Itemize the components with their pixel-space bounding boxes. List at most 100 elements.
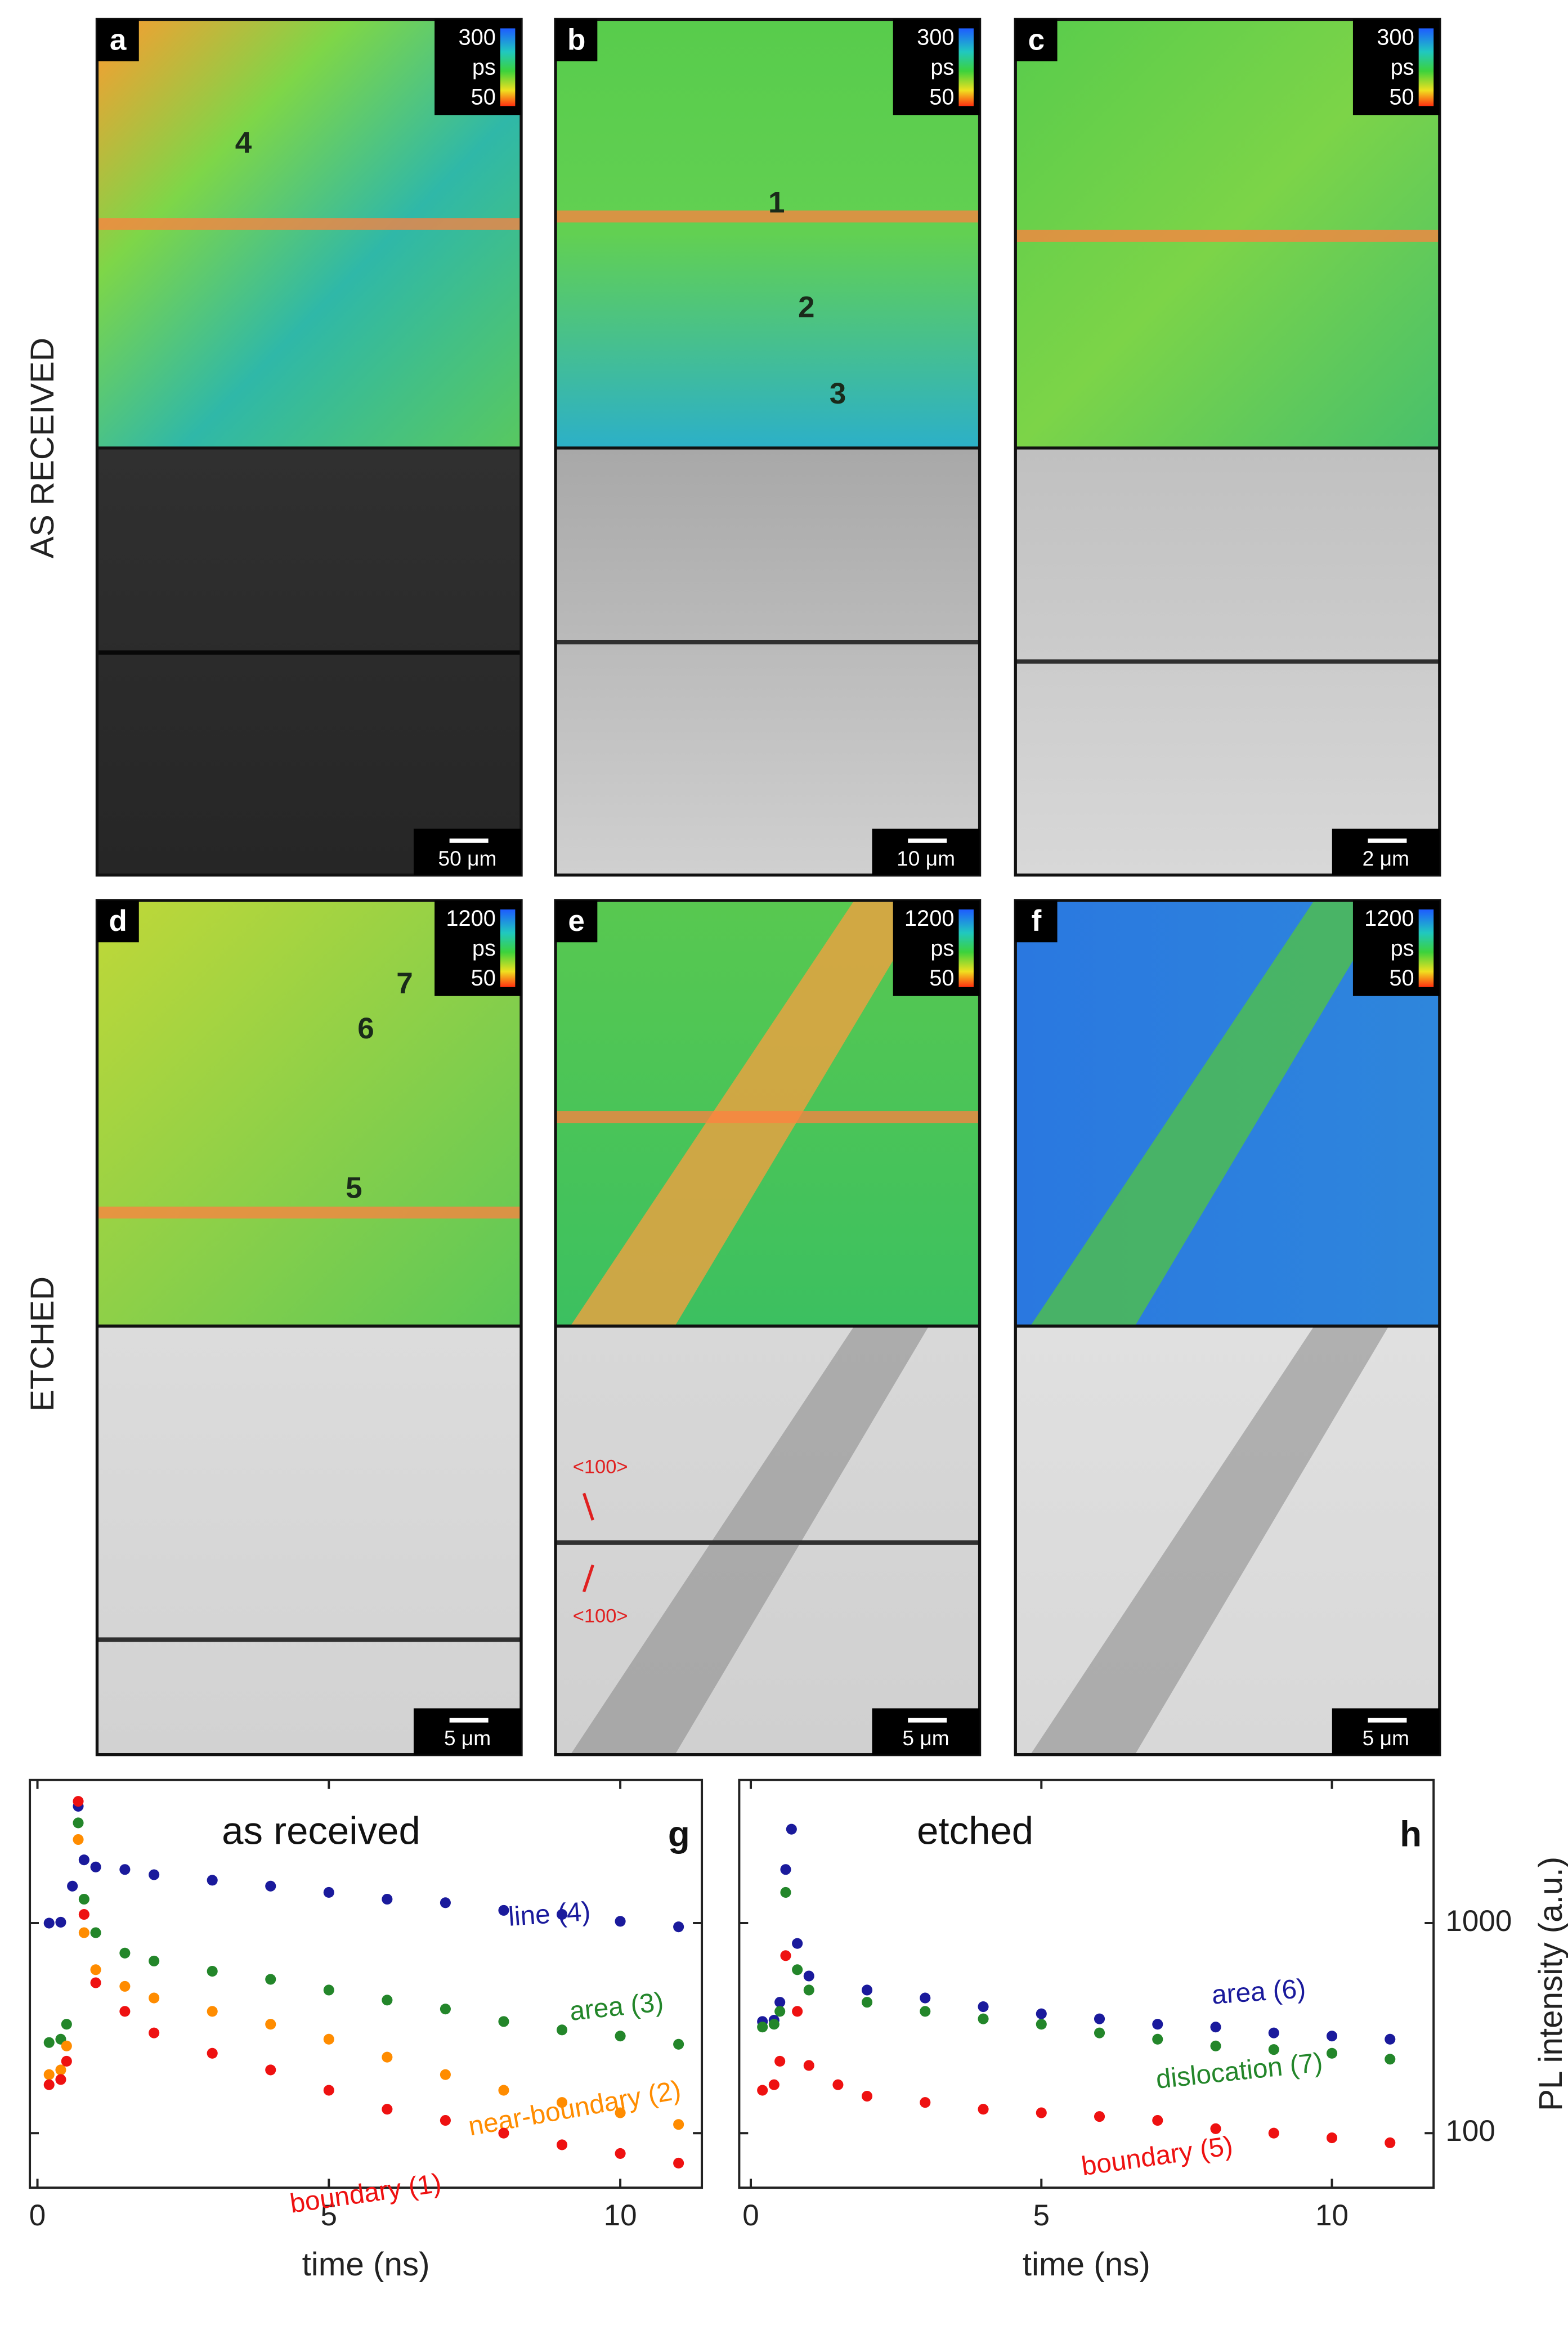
data-point xyxy=(1152,2019,1163,2030)
colorbar-min: 50 xyxy=(471,966,496,991)
data-point xyxy=(119,1864,131,1875)
data-point xyxy=(265,1974,276,1985)
data-point xyxy=(90,1861,101,1872)
data-point xyxy=(1094,2027,1105,2038)
data-point xyxy=(265,2064,276,2076)
scale-bar-label: 2 μm xyxy=(1363,846,1409,870)
colorbar-max: 300 xyxy=(917,25,954,50)
spot-label: 5 xyxy=(346,1172,362,1205)
data-point xyxy=(78,1893,89,1905)
data-point xyxy=(382,2051,393,2063)
data-point xyxy=(78,1927,89,1938)
data-point xyxy=(149,2027,160,2038)
colorbar-min: 50 xyxy=(1389,966,1414,991)
data-point xyxy=(780,1887,791,1898)
data-point xyxy=(792,1964,803,1975)
defect-band xyxy=(1030,1326,1389,1755)
direction-label: <100> xyxy=(573,1456,628,1477)
data-point xyxy=(774,1997,786,2008)
spot-label: 6 xyxy=(357,1012,374,1045)
row-label: ETCHED xyxy=(24,1276,61,1412)
data-point xyxy=(768,2019,779,2030)
scale-bar-box xyxy=(1332,828,1440,875)
direction-arrow xyxy=(582,1493,594,1521)
spot-label: 2 xyxy=(798,290,815,324)
series-label: area (3) xyxy=(568,1987,665,2027)
data-point xyxy=(1094,2111,1105,2122)
data-point xyxy=(803,1970,814,1982)
data-point xyxy=(55,1916,66,1928)
panel-label: c xyxy=(1028,23,1045,56)
panel-label-box xyxy=(97,900,139,943)
x-axis-label: time (ns) xyxy=(302,2246,430,2283)
panel-label-box xyxy=(555,19,598,61)
scale-bar-box xyxy=(872,1708,980,1755)
data-point xyxy=(757,2022,768,2033)
data-point xyxy=(43,2069,55,2080)
data-point xyxy=(149,1869,160,1880)
data-point xyxy=(43,1917,55,1929)
data-point xyxy=(61,2055,72,2067)
data-point xyxy=(803,2060,814,2071)
data-point xyxy=(67,1880,78,1892)
series-label: dislocation (7) xyxy=(1154,2047,1324,2095)
data-point xyxy=(382,1995,393,2006)
data-point xyxy=(323,2033,334,2045)
data-point xyxy=(1210,2040,1221,2051)
colorbar-min: 50 xyxy=(471,85,496,110)
x-axis-label: time (ns) xyxy=(1023,2246,1150,2283)
data-point xyxy=(1326,2031,1338,2042)
micrograph xyxy=(555,448,980,875)
panel-label-box xyxy=(555,900,598,943)
panel-label-box xyxy=(97,19,139,61)
data-point xyxy=(323,2085,334,2096)
data-point xyxy=(1268,2127,1279,2139)
scale-bar-box xyxy=(413,1708,522,1755)
row-label: AS RECEIVED xyxy=(24,338,61,558)
spot-label: 3 xyxy=(830,377,846,410)
colorbar xyxy=(958,909,974,987)
data-point xyxy=(207,2047,218,2059)
data-point xyxy=(43,2037,55,2048)
data-point xyxy=(43,2079,55,2090)
data-point xyxy=(920,2097,931,2108)
data-point xyxy=(1385,2033,1396,2045)
colorbar-min: 50 xyxy=(929,966,954,991)
colorbar-max: 1200 xyxy=(446,906,496,931)
series-label: boundary (1) xyxy=(288,2168,443,2219)
boundary-line xyxy=(97,218,522,230)
series-label: boundary (5) xyxy=(1079,2131,1234,2181)
data-point xyxy=(1036,2019,1047,2030)
x-tick-label: 0 xyxy=(29,2199,46,2232)
data-point xyxy=(61,2019,72,2030)
data-point xyxy=(119,1947,131,1959)
micrograph xyxy=(97,1326,522,1755)
data-point xyxy=(774,2055,786,2067)
chart-title: etched xyxy=(917,1809,1033,1853)
panel-label-box xyxy=(1015,19,1058,61)
data-point xyxy=(920,1992,931,2004)
data-point xyxy=(440,2004,451,2015)
data-point xyxy=(780,1864,791,1875)
y-tick-label: 100 xyxy=(1445,2114,1495,2148)
data-point xyxy=(978,2013,989,2024)
data-point xyxy=(1326,2047,1338,2059)
colorbar xyxy=(500,909,516,987)
data-point xyxy=(792,2006,803,2017)
data-point xyxy=(382,2104,393,2115)
data-point xyxy=(78,1909,89,1920)
data-point xyxy=(673,1921,684,1933)
data-point xyxy=(1210,2022,1221,2033)
data-point xyxy=(61,2040,72,2051)
colorbar-unit: ps xyxy=(1391,936,1414,961)
series-label: area (6) xyxy=(1211,1974,1306,2010)
boundary-line xyxy=(555,210,980,223)
data-point xyxy=(207,2006,218,2017)
data-point xyxy=(920,2006,931,2017)
scale-bar-box xyxy=(872,828,980,875)
colorbar-max: 300 xyxy=(459,25,496,50)
spot-label: 4 xyxy=(235,126,252,159)
scale-bar-box xyxy=(413,828,522,875)
